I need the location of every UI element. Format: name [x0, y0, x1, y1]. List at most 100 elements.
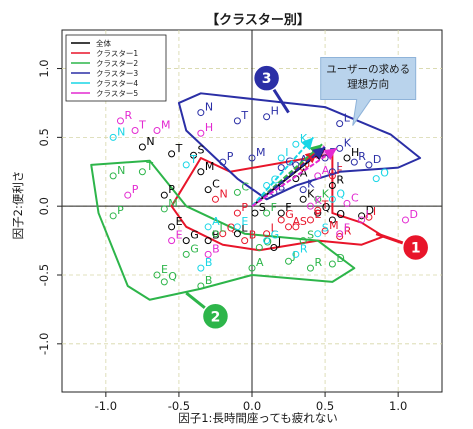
data-point-label: I — [336, 160, 339, 173]
data-point — [197, 109, 205, 117]
series-vector-arrow — [251, 146, 326, 207]
data-point-label: T — [138, 118, 146, 131]
data-point — [321, 227, 329, 235]
y-tick-label: 0.0 — [37, 197, 51, 215]
data-point-label: L — [219, 222, 226, 235]
data-point-label: M — [256, 146, 266, 159]
data-point-label: E — [241, 215, 248, 228]
data-point-label: A — [293, 215, 301, 228]
data-point-label: G — [190, 229, 199, 242]
data-point-label: D — [366, 204, 374, 217]
data-point — [263, 230, 271, 238]
data-point — [372, 175, 380, 183]
data-point — [299, 195, 307, 203]
data-point — [248, 154, 256, 162]
data-point-label: M — [161, 118, 171, 131]
data-point — [153, 271, 161, 279]
data-point-label: T — [321, 198, 329, 211]
data-point — [328, 172, 336, 180]
data-point — [328, 195, 336, 203]
region-callout-badge — [201, 302, 230, 331]
legend-entry-label: クラスター5 — [96, 89, 138, 98]
legend-entry-label: クラスター1 — [96, 49, 138, 58]
data-point — [197, 264, 205, 272]
data-point-label: A — [300, 153, 308, 166]
data-point-label: R — [344, 224, 352, 237]
data-point-label: D — [373, 153, 381, 166]
data-point-label: E — [176, 229, 183, 242]
data-point — [160, 278, 168, 286]
data-point-label: K — [322, 187, 330, 200]
data-point — [299, 237, 307, 245]
cluster-region-outline — [177, 92, 422, 201]
data-point-label: A — [322, 164, 330, 177]
region-callout-number: 3 — [262, 71, 272, 87]
data-point-label: T — [175, 142, 183, 155]
chart-title: 【クラスター別】 — [206, 12, 310, 28]
data-point — [190, 151, 198, 159]
data-point-label: G — [285, 156, 294, 169]
y-tick-label: -1.0 — [37, 333, 51, 355]
data-point — [358, 216, 366, 224]
data-point-label: S — [259, 201, 266, 214]
x-tick-label: -1.0 — [95, 399, 117, 413]
data-point-label: R — [300, 242, 308, 255]
data-point — [138, 168, 146, 176]
data-point-label: G — [285, 208, 294, 221]
data-point — [314, 230, 322, 238]
data-point-label: S — [322, 222, 329, 235]
x-tick-label: 0.0 — [243, 399, 261, 413]
data-point — [255, 243, 263, 251]
data-point-label: N — [205, 101, 213, 114]
data-point-label: K — [300, 132, 308, 145]
y-tick-label: 1.0 — [37, 59, 51, 77]
data-point-label: P — [168, 183, 175, 196]
data-point-label: G — [190, 242, 199, 255]
data-point-label: J — [292, 249, 296, 262]
region-callout-badge — [401, 233, 430, 262]
x-tick-label: 0.5 — [316, 399, 334, 413]
legend-entry-label: 全体 — [96, 38, 111, 48]
data-point-label: B — [212, 229, 220, 242]
data-point-label: F — [271, 201, 277, 214]
data-point-label: T — [145, 160, 153, 173]
data-point-label: I — [373, 205, 376, 218]
data-point — [263, 209, 271, 217]
data-point-label: O — [336, 208, 345, 221]
data-point — [314, 195, 322, 203]
data-point-label: J — [277, 235, 281, 248]
data-point — [365, 213, 373, 221]
data-point-label: I — [285, 146, 288, 159]
data-point — [401, 216, 409, 224]
data-point-label: L — [241, 222, 248, 235]
data-point-label: E — [314, 208, 321, 221]
data-point-label: M — [168, 197, 178, 210]
y-tick-label: 0.5 — [37, 128, 51, 146]
y-tick-label: -0.5 — [37, 264, 51, 286]
data-point-label: Q — [336, 187, 345, 200]
data-point-label: N — [219, 187, 227, 200]
data-point — [314, 172, 322, 180]
data-point-label: H — [351, 146, 359, 159]
data-point — [336, 232, 344, 240]
data-point — [182, 161, 190, 169]
legend-entry-label: クラスター4 — [96, 79, 138, 88]
data-point-label: Q — [322, 201, 331, 214]
data-point-label: O — [263, 235, 272, 248]
data-point — [336, 120, 344, 128]
data-point-label: S — [300, 215, 307, 228]
data-point-label: P — [117, 204, 124, 217]
data-point-label: A — [300, 167, 308, 180]
data-point — [197, 282, 205, 290]
data-point — [277, 216, 285, 224]
data-point — [306, 216, 314, 224]
data-point-label: C — [351, 191, 359, 204]
data-point — [292, 250, 300, 258]
data-point — [241, 237, 249, 245]
series-vector-arrow — [251, 136, 315, 207]
data-point — [124, 191, 132, 199]
region-callout-number: 2 — [211, 309, 221, 325]
data-point — [160, 191, 168, 199]
data-point-label: K — [307, 178, 315, 191]
